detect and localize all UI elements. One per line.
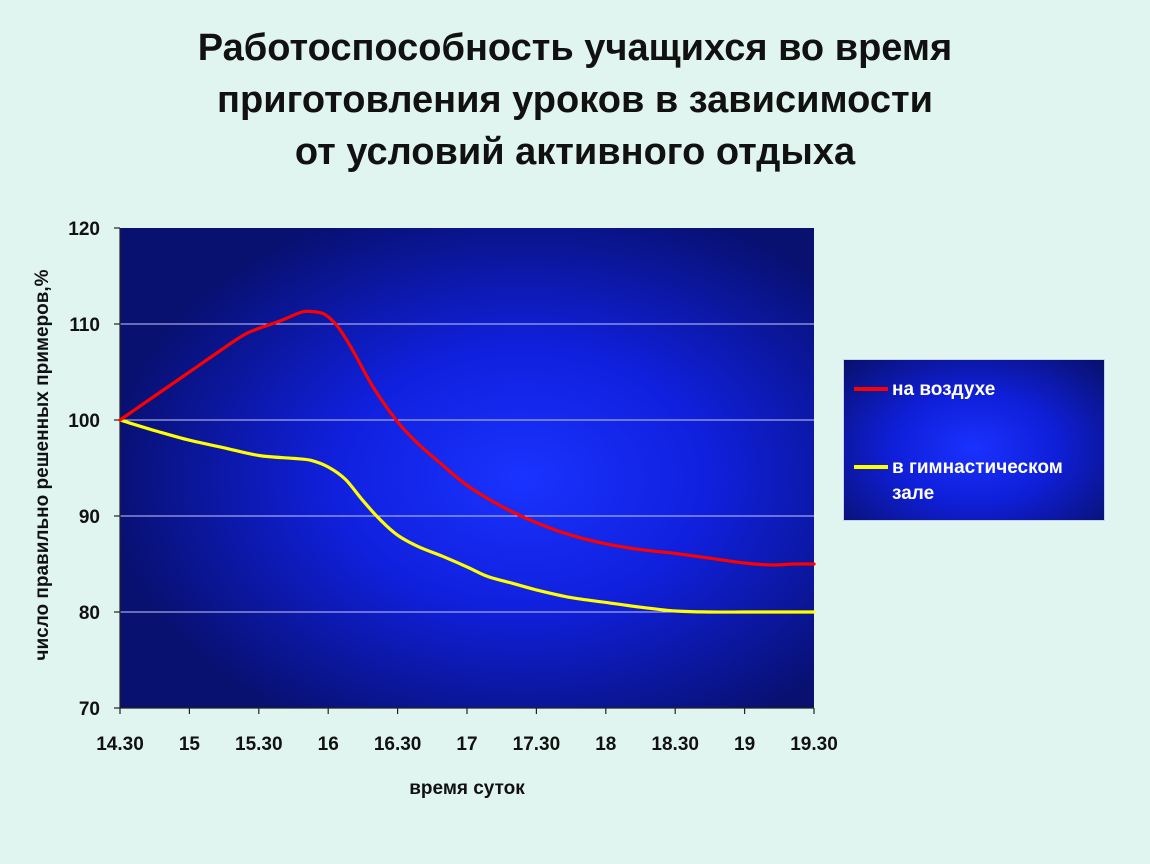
legend-label-air: на воздухе: [892, 379, 996, 400]
chart-title-line-2: приготовления уроков в зависимости: [217, 79, 933, 121]
x-tick-label: 18.30: [651, 734, 699, 755]
x-tick-label: 17.30: [513, 734, 561, 755]
x-tick-label: 18: [595, 734, 616, 755]
legend-swatch-air: [854, 387, 888, 391]
x-tick-label: 19.30: [790, 734, 838, 755]
legend-item-air: на воздухе: [854, 377, 1102, 403]
y-tick-label: 120: [68, 219, 100, 240]
y-tick-label: 110: [69, 315, 100, 336]
x-tick-label: 14.30: [96, 734, 144, 755]
y-tick-label: 80: [79, 603, 100, 624]
chart-title-line-3: от условий активного отдыха: [294, 131, 856, 173]
x-tick-label: 16: [318, 734, 339, 755]
legend-item-gym: в гимнастическом зале: [854, 455, 1102, 507]
x-tick-label: 19: [734, 734, 755, 755]
legend: на воздухе в гимнастическом зале: [843, 359, 1105, 521]
x-tick-label: 17: [456, 734, 477, 755]
series-line-gym: [118, 418, 816, 614]
y-tick-label: 90: [79, 507, 100, 528]
y-tick-label: 100: [68, 411, 100, 432]
x-tick-label: 15: [179, 734, 201, 755]
chart-title-line-1: Работоспособность учащихся во время: [197, 27, 953, 69]
y-axis-label: число правильно решенных примеров,%: [32, 269, 53, 660]
x-tick-label: 15.30: [235, 734, 283, 755]
x-axis-label: время суток: [409, 778, 525, 799]
chart-title: Работоспособность учащихся во время приг…: [0, 22, 1150, 178]
series-line-air: [118, 309, 816, 567]
x-tick-label: 16.30: [374, 734, 422, 755]
plot-area: [120, 228, 814, 708]
y-tick-label: 70: [79, 699, 100, 720]
legend-label-gym: в гимнастическом зале: [892, 457, 1063, 504]
legend-swatch-gym: [854, 465, 888, 469]
